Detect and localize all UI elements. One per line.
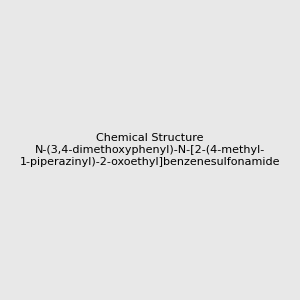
Text: Chemical Structure
N-(3,4-dimethoxyphenyl)-N-[2-(4-methyl-
1-piperazinyl)-2-oxoe: Chemical Structure N-(3,4-dimethoxypheny… (20, 134, 280, 166)
